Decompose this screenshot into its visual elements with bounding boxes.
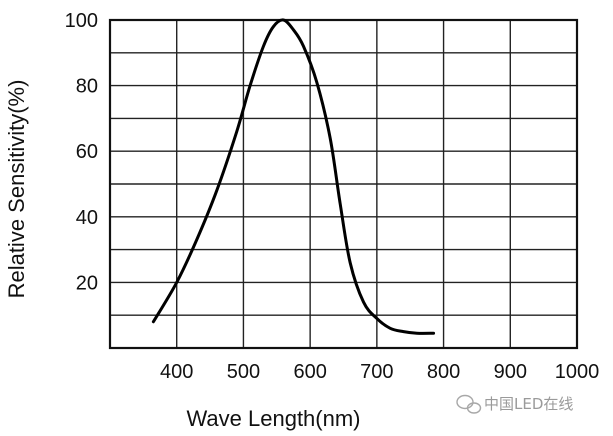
- x-tick-label: 600: [293, 361, 326, 383]
- x-tick-label: 700: [360, 361, 393, 383]
- y-tick-label: 100: [65, 10, 98, 32]
- y-tick-label: 40: [76, 207, 98, 229]
- x-axis-label: Wave Length(nm): [186, 406, 360, 431]
- x-tick-label: 1000: [555, 361, 600, 383]
- y-tick-labels: 20 40 60 80 100: [65, 10, 98, 294]
- grid: [110, 20, 577, 348]
- x-tick-label: 500: [227, 361, 260, 383]
- x-tick-labels: 400 500 600 700 800 900 1000: [160, 361, 599, 383]
- y-tick-label: 80: [76, 76, 98, 98]
- watermark: 中国LED在线: [456, 394, 573, 414]
- x-tick-label: 400: [160, 361, 193, 383]
- x-tick-label: 800: [427, 361, 460, 383]
- y-axis-label: Relative Sensitivity(%): [4, 80, 29, 299]
- sensitivity-curve: [151, 18, 436, 335]
- wechat-icon: [456, 394, 482, 414]
- x-tick-label: 900: [494, 361, 527, 383]
- watermark-text: 中国LED在线: [484, 395, 573, 413]
- y-tick-label: 60: [76, 141, 98, 163]
- y-tick-label: 20: [76, 272, 98, 294]
- plot-frame: [108, 18, 579, 350]
